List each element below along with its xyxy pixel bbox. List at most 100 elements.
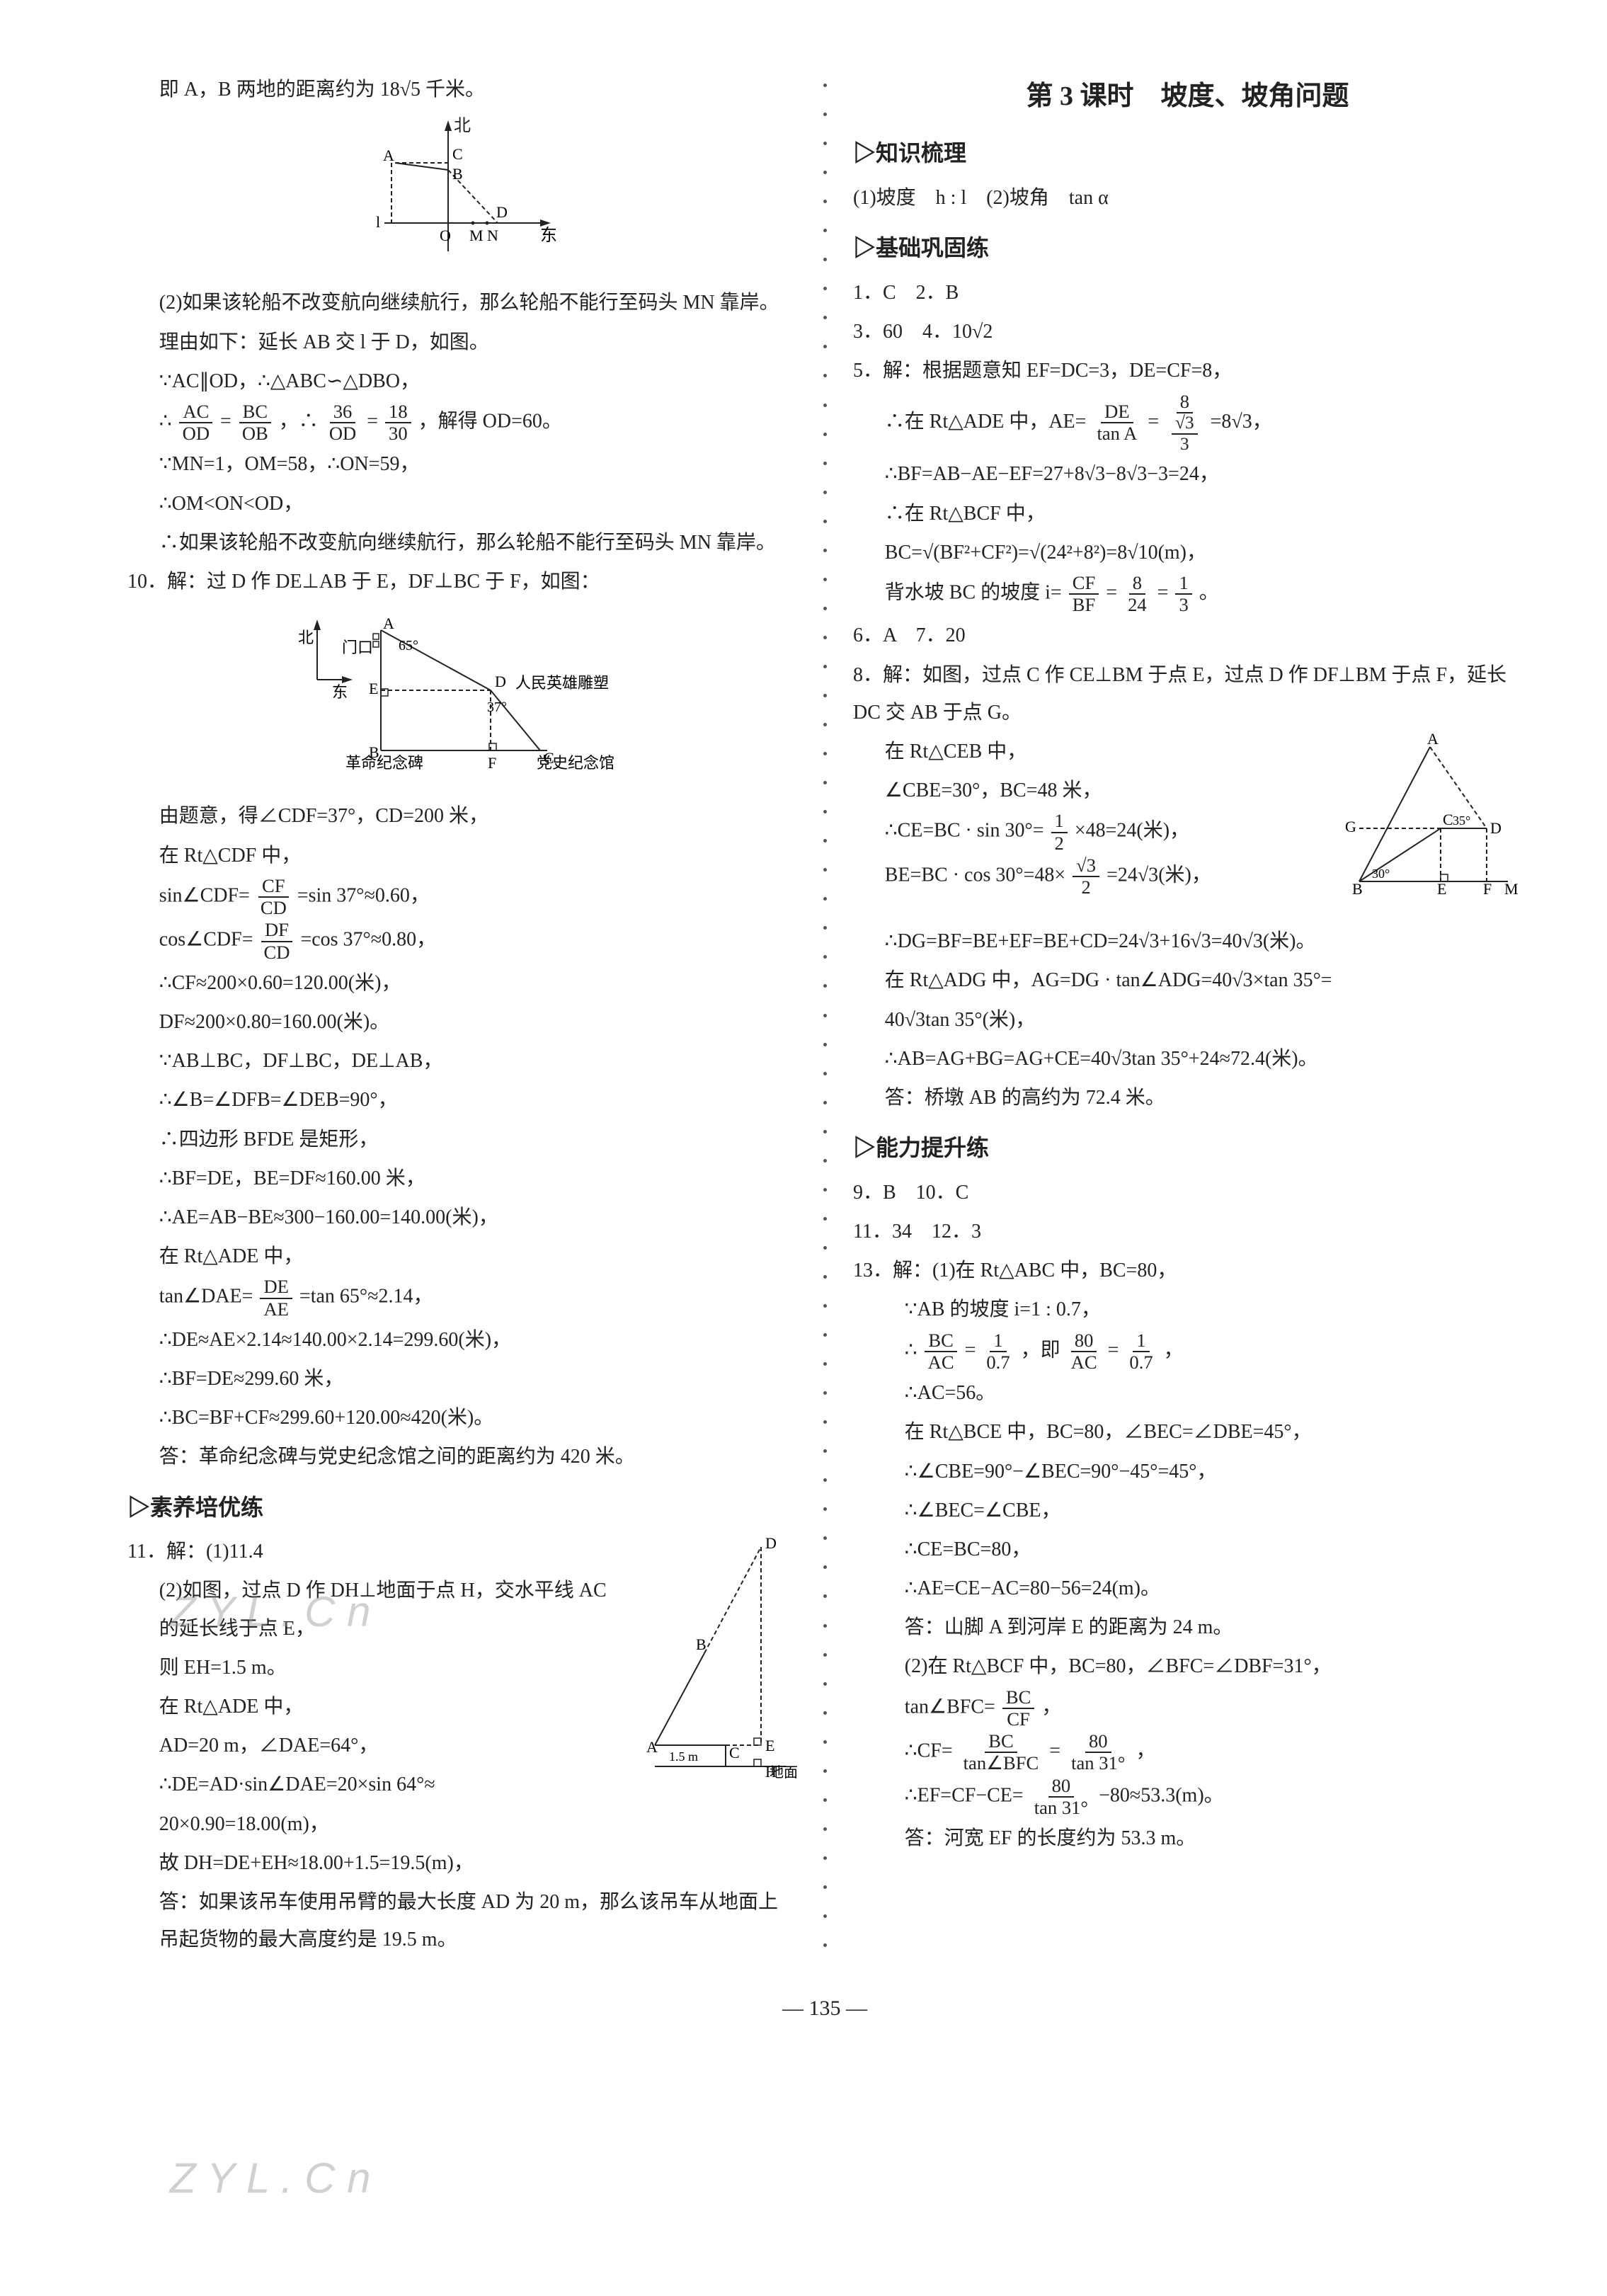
text-line: 在 Rt△ADE 中，: [127, 1238, 796, 1275]
formula-line: ∴EF=CF−CE= 80tan 31° −80≈53.3(m)。: [853, 1776, 1522, 1819]
formula-line: cos∠CDF= DFCD =cos 37°≈0.80，: [127, 920, 796, 963]
text-line: ∵AB⊥BC，DF⊥BC，DE⊥AB，: [127, 1042, 796, 1080]
text-line: 9．B 10．C: [853, 1174, 1522, 1211]
svg-text:B: B: [696, 1635, 707, 1653]
watermark-2: Z Y L . C n: [170, 2138, 371, 2219]
formula-line: 背水坡 BC 的坡度 i= CFBF = 824 = 13 。: [853, 573, 1522, 616]
svg-text:D: D: [495, 673, 506, 690]
text-line: ∵MN=1，OM=58，∴ON=59，: [127, 445, 796, 483]
section-nengli: ▷能力提升练: [853, 1126, 1522, 1170]
svg-text:D: D: [496, 203, 508, 221]
svg-text:C: C: [1443, 811, 1453, 828]
column-divider: [821, 71, 828, 1960]
text-line: 1．C 2．B: [853, 274, 1522, 312]
text-line: ∴∠B=∠DFB=∠DEB=90°，: [127, 1081, 796, 1119]
text-line: ∴AE=CE−AC=80−56=24(m)。: [853, 1570, 1522, 1607]
svg-text:E: E: [369, 680, 378, 697]
svg-text:B: B: [452, 165, 463, 183]
formula-line: ∴在 Rt△ADE 中，AE= DEtan A = 8 √33 =8√3，: [853, 392, 1522, 455]
svg-text:1.5 m: 1.5 m: [669, 1749, 698, 1764]
formula-line: ∴CF= BCtan∠BFC = 80tan 31° ，: [853, 1731, 1522, 1774]
text-line: DF≈200×0.80=160.00(米)。: [127, 1003, 796, 1041]
formula-line: ∴ ACOD = BCOB ，∴ 36OD = 1830 ，解得 OD=60。: [127, 401, 796, 445]
text-line: ∴BF=DE≈299.60 米，: [127, 1360, 796, 1398]
svg-text:A: A: [383, 147, 394, 164]
text-line: (1)坡度 h : l (2)坡角 tan α: [853, 179, 1522, 217]
text-line: 在 Rt△CDF 中，: [127, 837, 796, 874]
svg-text:O: O: [440, 227, 451, 244]
text-line: 由题意，得∠CDF=37°，CD=200 米，: [127, 797, 796, 835]
svg-text:D: D: [765, 1534, 777, 1552]
text-line: 11．34 12．3: [853, 1213, 1522, 1250]
svg-text:D: D: [1490, 819, 1502, 837]
svg-text:G: G: [1345, 818, 1356, 835]
svg-text:l: l: [376, 213, 380, 231]
svg-text:门口: 门口: [342, 639, 373, 656]
text-line: 6．A 7．20: [853, 617, 1522, 654]
svg-text:C: C: [729, 1744, 740, 1761]
text-line: ∴四边形 BFDE 是矩形，: [127, 1121, 796, 1158]
figure-4: A B E F M C D G 30° 35°: [1338, 733, 1522, 915]
svg-text:A: A: [1427, 730, 1439, 748]
text-line: ∴AB=AG+BG=AG+CE=40√3tan 35°+24≈72.4(米)。: [853, 1040, 1522, 1078]
svg-text:革命纪念碑: 革命纪念碑: [345, 754, 423, 772]
svg-text:35°: 35°: [1453, 813, 1470, 828]
formula-line: ∴ BCAC = 10.7 ，即 80AC = 10.7 ，: [853, 1330, 1522, 1373]
text-line: ∴BC=BF+CF≈299.60+120.00≈420(米)。: [127, 1399, 796, 1437]
text-line: 8．解：如图，过点 C 作 CE⊥BM 于点 E，过点 D 作 DF⊥BM 于点…: [853, 656, 1522, 731]
section-zhishi: ▷知识梳理: [853, 132, 1522, 175]
text-line: 在 Rt△BCE 中，BC=80，∠BEC=∠DBE=45°，: [853, 1413, 1522, 1451]
text-line: 即 A，B 两地的距离约为 18√5 千米。: [127, 71, 796, 108]
svg-text:地面: 地面: [770, 1764, 798, 1781]
svg-text:A: A: [383, 615, 394, 632]
text-line: ∴DG=BF=BE+EF=BE+CD=24√3+16√3=40√3(米)。: [853, 923, 1522, 960]
text-line: ∴AC=56。: [853, 1374, 1522, 1412]
formula-line: sin∠CDF= CFCD =sin 37°≈0.60，: [127, 876, 796, 919]
text-line: ∴在 Rt△BCF 中，: [853, 495, 1522, 532]
figure-1: 北 东 A C B D l O M N: [127, 117, 796, 271]
text-line: ∴CF≈200×0.60=120.00(米)，: [127, 964, 796, 1002]
lesson-title: 第 3 课时 坡度、坡角问题: [853, 71, 1522, 122]
text-line: ∴CE=BC=80，: [853, 1531, 1522, 1568]
text-line: (2)在 Rt△BCF 中，BC=80，∠BFC=∠DBF=31°，: [853, 1647, 1522, 1685]
text-line: ∴如果该轮船不改变航向继续航行，那么轮船不能行至码头 MN 靠岸。: [127, 524, 796, 561]
text-line: ∵AB 的坡度 i=1 : 0.7，: [853, 1291, 1522, 1328]
svg-text:E: E: [1437, 880, 1446, 898]
svg-text:北: 北: [298, 629, 314, 646]
svg-text:30°: 30°: [1372, 867, 1390, 881]
svg-text:37°: 37°: [487, 699, 507, 715]
formula-line: tan∠BFC= BCCF ，: [853, 1687, 1522, 1730]
svg-text:人民英雄雕塑: 人民英雄雕塑: [515, 674, 609, 692]
text-line: 40√3tan 35°(米)，: [853, 1001, 1522, 1039]
svg-text:65°: 65°: [399, 638, 418, 653]
figure-3: A B D C E H 1.5 m 地面: [634, 1533, 796, 1786]
text-line: ∴∠BEC=∠CBE，: [853, 1492, 1522, 1529]
text-line: 10．解：过 D 作 DE⊥AB 于 E，DF⊥BC 于 F，如图：: [127, 563, 796, 600]
svg-text:A: A: [646, 1738, 658, 1756]
svg-text:F: F: [1483, 880, 1492, 898]
text-line: ∴∠CBE=90°−∠BEC=90°−45°=45°，: [853, 1453, 1522, 1490]
text-line: 3．60 4．10√2: [853, 313, 1522, 350]
svg-text:东: 东: [540, 226, 557, 245]
svg-text:N: N: [487, 227, 498, 244]
text-line: 在 Rt△ADG 中，AG=DG · tan∠ADG=40√3×tan 35°=: [853, 961, 1522, 999]
svg-text:E: E: [765, 1737, 774, 1754]
text-line: BC=√(BF²+CF²)=√(24²+8²)=8√10(m)，: [853, 534, 1522, 571]
svg-text:东: 东: [332, 683, 348, 701]
text-line: 答：如果该吊车使用吊臂的最大长度 AD 为 20 m，那么该吊车从地面上吊起货物…: [127, 1883, 796, 1958]
text-line: 故 DH=DE+EH≈18.00+1.5=19.5(m)，: [127, 1844, 796, 1882]
text-line: ∴OM<ON<OD，: [127, 485, 796, 522]
svg-text:B: B: [1352, 880, 1363, 898]
text-line: ∴BF=DE，BE=DF≈160.00 米，: [127, 1160, 796, 1197]
section-suyou: ▷素养培优练: [127, 1486, 796, 1529]
svg-text:F: F: [488, 754, 496, 772]
formula-line: tan∠DAE= DEAE =tan 65°≈2.14，: [127, 1276, 796, 1320]
text-line: 理由如下：延长 AB 交 l 于 D，如图。: [127, 324, 796, 361]
figure-2: 北 东 门口 A 65° E B F C D 37° 人民英雄雕塑: [127, 609, 796, 784]
text-line: ∵AC∥OD，∴△ABC∽△DBO，: [127, 362, 796, 400]
text-line: (2)如果该轮船不改变航向继续航行，那么轮船不能行至码头 MN 靠岸。: [127, 284, 796, 321]
text-line: 答：山脚 A 到河岸 E 的距离为 24 m。: [853, 1609, 1522, 1646]
text-line: 答：河宽 EF 的长度约为 53.3 m。: [853, 1820, 1522, 1857]
text-line: 20×0.90=18.00(m)，: [127, 1805, 796, 1843]
text-line: 答：革命纪念碑与党史纪念馆之间的距离约为 420 米。: [127, 1438, 796, 1475]
